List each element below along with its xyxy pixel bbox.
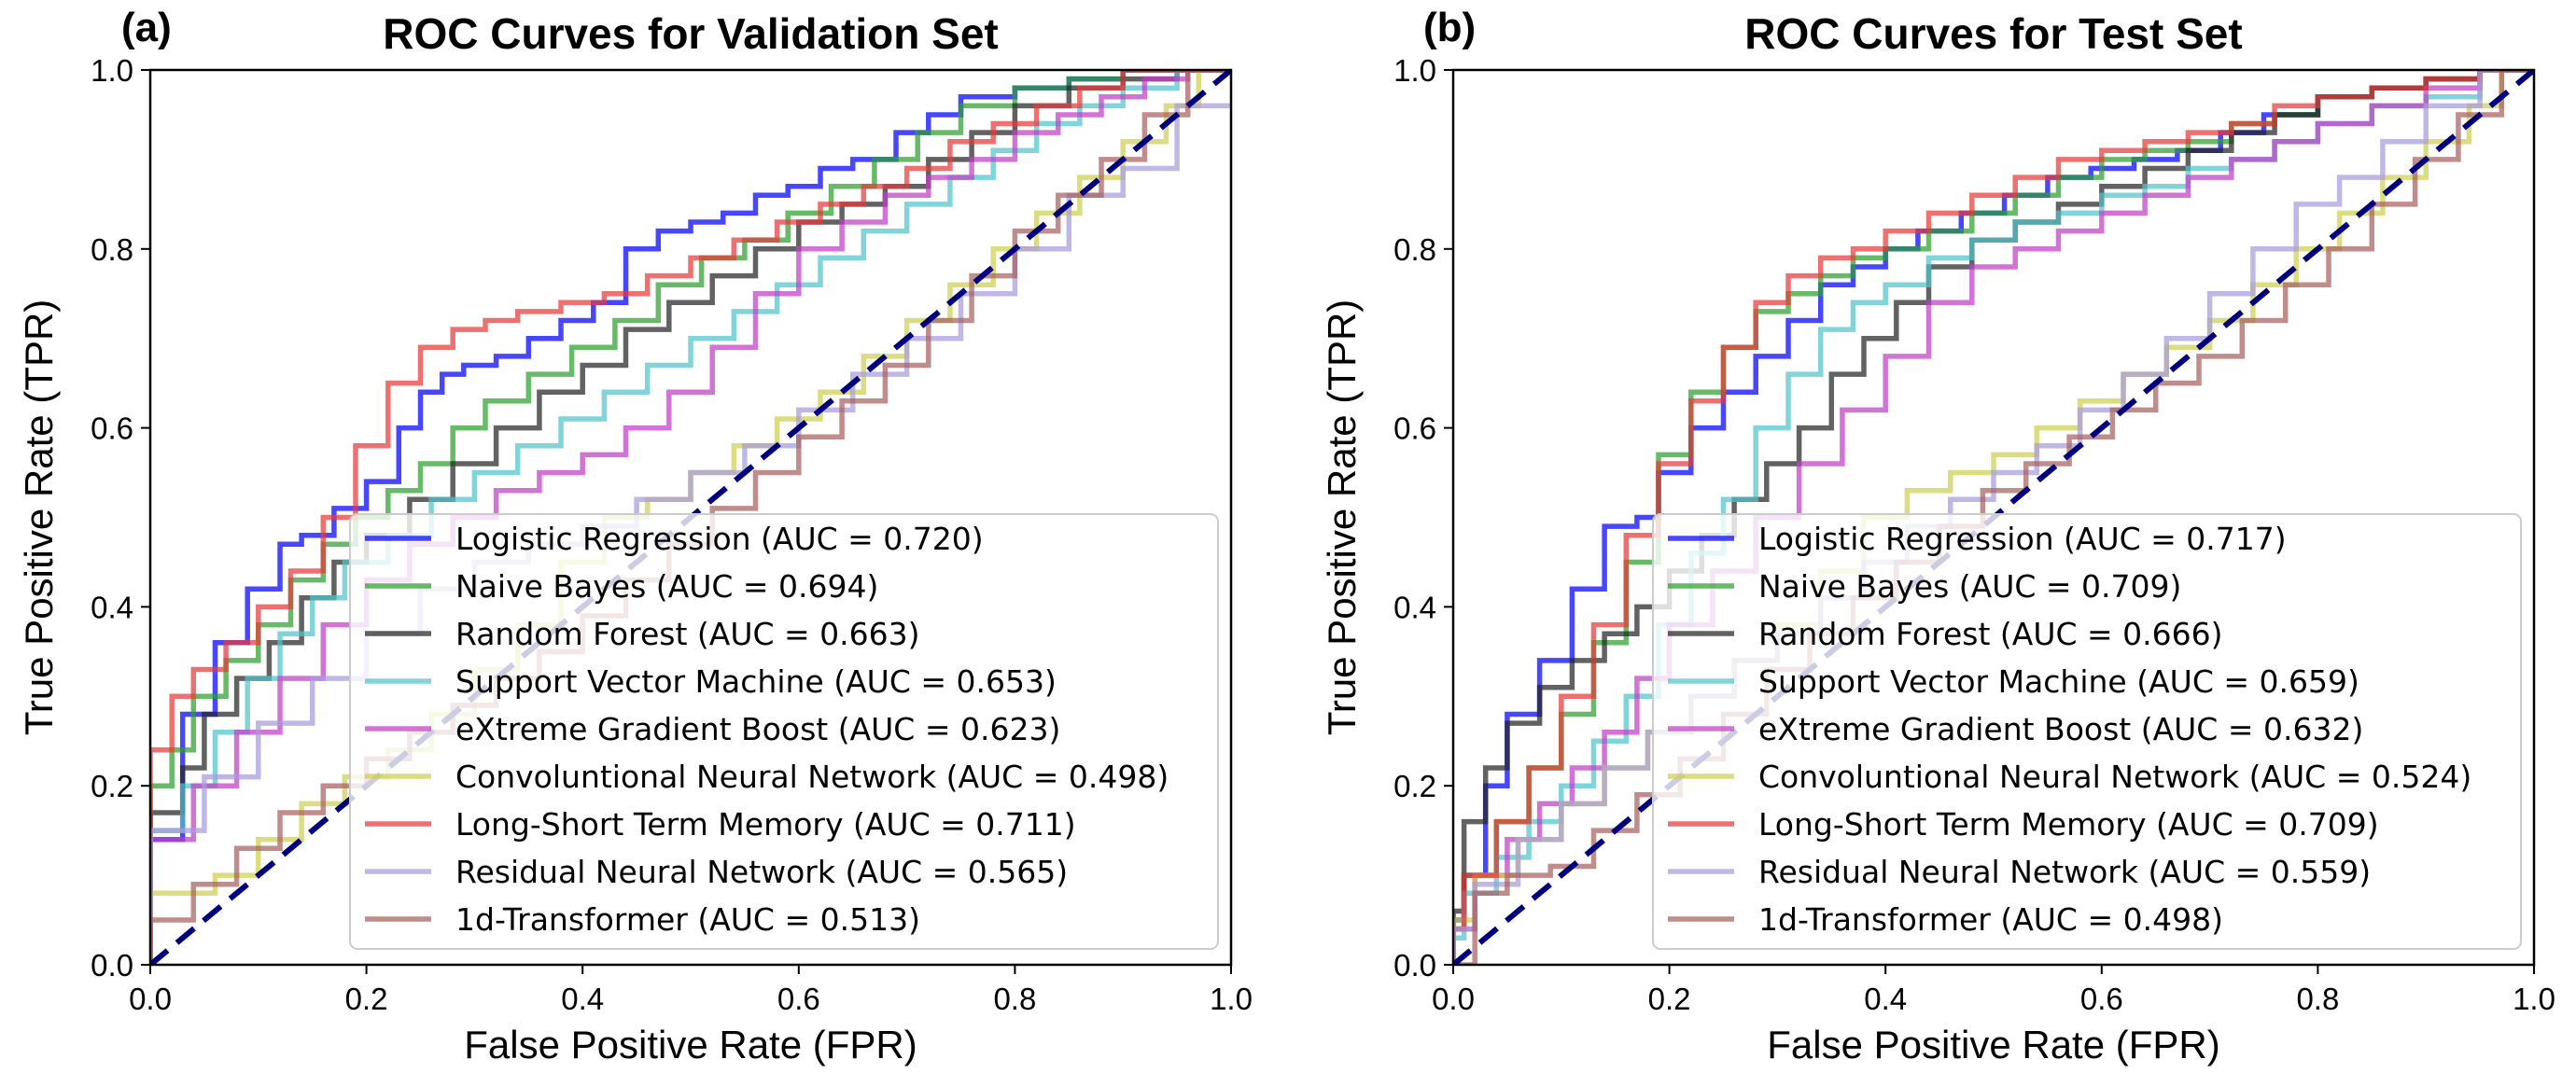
legend: Logistic Regression (AUC = 0.720) Naive B…: [349, 513, 1219, 950]
x-tick-label: 0.2: [1648, 982, 1691, 1016]
y-tick-label: 0.0: [1393, 948, 1436, 982]
roc-curve-series-7: [1453, 70, 2534, 965]
y-tick-label: 0.4: [1393, 590, 1436, 624]
roc-curve-series-6: [150, 70, 1231, 965]
legend-entry-label: Logistic Regression (AUC = 0.717): [1758, 521, 2287, 557]
y-tick-label: 1.0: [1393, 53, 1436, 88]
roc-curve-series-4: [1453, 70, 2534, 965]
legend-entry-label: Random Forest (AUC = 0.663): [455, 616, 920, 652]
legend-entry-label: Long-Short Term Memory (AUC = 0.711): [455, 806, 1076, 843]
x-tick-label: 0.8: [993, 982, 1036, 1016]
legend-entry-label: Random Forest (AUC = 0.666): [1758, 616, 2223, 652]
x-tick-label: 0.6: [2080, 982, 2123, 1016]
x-tick-label: 1.0: [2513, 982, 2555, 1016]
x-tick-label: 1.0: [1210, 982, 1253, 1016]
plot-frame: [148, 68, 1233, 967]
y-tick-label: 1.0: [91, 53, 133, 88]
y-tick-label: 0.6: [91, 411, 133, 446]
legend-entry-label: Naive Bayes (AUC = 0.709): [1758, 568, 2181, 605]
panel-label: (a): [121, 5, 172, 50]
legend-entry-label: Logistic Regression (AUC = 0.720): [455, 521, 984, 557]
roc-panel-test: ROC Curves for Test Set (b) 0.0 0.2 0.4 0.6 0.…: [1320, 5, 2555, 1066]
legend-box: [1652, 513, 2522, 950]
roc-curve-series-6: [1453, 70, 2534, 965]
panel-label: (b): [1423, 5, 1476, 50]
x-tick-label: 0.0: [129, 982, 172, 1016]
legend-entry-label: Residual Neural Network (AUC = 0.559): [1758, 854, 2371, 890]
legend-entry-label: Naive Bayes (AUC = 0.694): [455, 568, 878, 605]
legend-entry-label: Residual Neural Network (AUC = 0.565): [455, 854, 1068, 890]
roc-curve-series-0: [150, 70, 1231, 965]
legend-entry-label: Long-Short Term Memory (AUC = 0.709): [1758, 806, 2379, 843]
x-axis-label: False Positive Rate (FPR): [464, 1023, 917, 1066]
roc-panel-validation: ROC Curves for Validation Set (a) 0.0 0.2 0.…: [17, 5, 1253, 1066]
legend: Logistic Regression (AUC = 0.717) Naive B…: [1652, 513, 2522, 950]
roc-curve-series-2: [1453, 70, 2534, 965]
legend-box: [349, 513, 1219, 950]
y-axis-label: True Positive Rate (TPR): [1320, 300, 1364, 736]
plot-frame: [1451, 68, 2536, 967]
y-tick-label: 0.8: [91, 232, 133, 267]
legend-entry-label: 1d-Transformer (AUC = 0.498): [1758, 901, 2223, 938]
roc-curves: [1453, 70, 2534, 965]
legend-entry-label: Support Vector Machine (AUC = 0.659): [1758, 663, 2359, 700]
x-tick-label: 0.4: [561, 982, 604, 1016]
chart-title: ROC Curves for Validation Set: [383, 9, 998, 58]
legend-entry-label: Convoluntional Neural Network (AUC = 0.4…: [455, 759, 1169, 795]
y-tick-label: 0.2: [1393, 769, 1436, 803]
x-tick-label: 0.8: [2296, 982, 2339, 1016]
legend-entry-label: eXtreme Gradient Boost (AUC = 0.623): [455, 711, 1060, 747]
roc-curve-series-7: [150, 103, 1231, 965]
x-tick-label: 0.0: [1432, 982, 1475, 1016]
legend-entry-label: eXtreme Gradient Boost (AUC = 0.632): [1758, 711, 2363, 747]
legend-entry-label: Convoluntional Neural Network (AUC = 0.5…: [1758, 759, 2471, 795]
x-tick-label: 0.4: [1864, 982, 1907, 1016]
x-tick-label: 0.6: [777, 982, 820, 1016]
roc-curve-series-3: [150, 70, 1231, 965]
legend-entry-label: Support Vector Machine (AUC = 0.653): [455, 663, 1057, 700]
y-tick-label: 0.0: [91, 948, 133, 982]
legend-entry-label: 1d-Transformer (AUC = 0.513): [455, 901, 920, 938]
y-tick-label: 0.6: [1393, 411, 1436, 446]
x-tick-label: 0.2: [345, 982, 388, 1016]
roc-curve-series-1: [150, 70, 1231, 965]
chart-title: ROC Curves for Test Set: [1744, 9, 2242, 58]
x-axis-label: False Positive Rate (FPR): [1767, 1023, 2219, 1066]
y-tick-label: 0.4: [91, 590, 133, 624]
y-tick-label: 0.8: [1393, 232, 1436, 267]
y-tick-label: 0.2: [91, 769, 133, 803]
roc-curve-series-4: [150, 70, 1231, 965]
y-axis-label: True Positive Rate (TPR): [17, 300, 61, 736]
